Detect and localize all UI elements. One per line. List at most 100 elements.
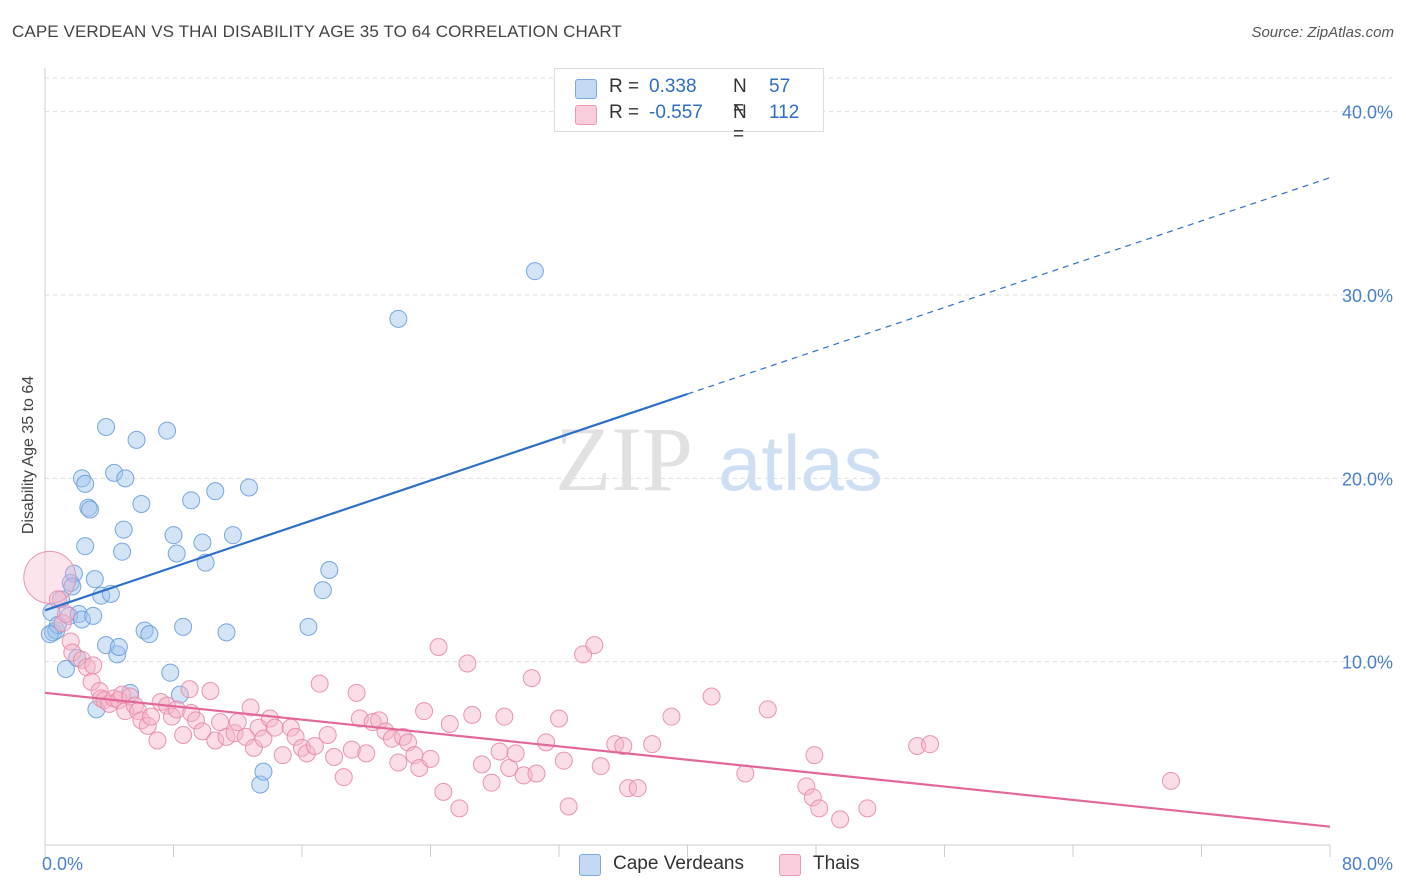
data-point (797, 777, 816, 796)
data-point (63, 577, 82, 596)
data-point (182, 491, 201, 510)
data-point (244, 738, 263, 757)
data-point (72, 610, 91, 629)
data-point (394, 727, 413, 746)
data-point (858, 799, 877, 818)
data-point (63, 643, 82, 662)
data-point (273, 746, 292, 765)
data-point (170, 685, 189, 704)
data-point (72, 469, 91, 488)
trend-line-1 (44, 691, 1331, 828)
data-point (135, 621, 154, 640)
y-tick-label: 20.0% (1342, 469, 1393, 489)
data-point (472, 755, 491, 774)
data-point (265, 718, 284, 737)
data-point (347, 683, 366, 702)
data-point (76, 474, 95, 493)
data-point (193, 722, 212, 741)
data-point (127, 430, 146, 449)
data-point (193, 533, 212, 552)
data-point (643, 735, 662, 754)
legend: R = 0.338 N = 57 R = -0.557 N = 112 (554, 68, 824, 145)
legend-swatch-thais (575, 105, 597, 125)
trend-line-0 (44, 392, 688, 612)
data-point (223, 526, 242, 545)
data-point (161, 663, 180, 682)
data-point (132, 495, 151, 513)
data-point (108, 645, 127, 664)
legend-r-value: 0.338 (649, 76, 697, 97)
bottom-legend-swatch-cape-verdeans (579, 854, 601, 876)
data-point (662, 707, 681, 726)
data-point (389, 753, 408, 772)
data-point (525, 262, 544, 281)
data-point (921, 735, 940, 754)
data-point (495, 707, 514, 726)
x-tick-label: 0.0% (42, 854, 83, 874)
data-point (84, 656, 103, 675)
tick-labels: 10.0% 20.0% 30.0% 40.0% 0.0% 80.0% (42, 103, 1393, 874)
legend-n-value: 112 (769, 102, 800, 123)
data-point (334, 768, 353, 787)
data-point (702, 687, 721, 706)
data-point (116, 469, 135, 488)
data-point (415, 702, 434, 721)
data-point (56, 605, 75, 623)
data-point (180, 680, 199, 699)
axes (44, 68, 1331, 857)
data-point (506, 744, 525, 763)
data-point (490, 742, 509, 761)
gridlines (45, 77, 1392, 663)
data-point (325, 748, 344, 766)
data-point (320, 561, 339, 579)
trend-lines (44, 177, 1331, 828)
data-point (260, 709, 279, 728)
y-axis-label: Disability Age 35 to 64 (20, 376, 37, 534)
data-point (554, 751, 573, 770)
data-point (550, 709, 568, 728)
data-point (805, 746, 824, 765)
data-point (239, 478, 258, 497)
legend-n-label: N = (733, 76, 747, 119)
data-point (522, 669, 541, 688)
data-point (434, 782, 453, 801)
data-point (619, 779, 638, 798)
data-point (40, 625, 59, 644)
data-point (85, 570, 104, 589)
series-1 (23, 550, 1180, 829)
legend-r-label: R = (609, 76, 640, 97)
data-point (69, 605, 88, 623)
chart-title: CAPE VERDEAN VS THAI DISABILITY AGE 35 T… (12, 22, 622, 41)
bottom-legend-label-thais: Thais (813, 853, 860, 874)
data-point (114, 520, 133, 539)
legend-r-value: -0.557 (649, 102, 703, 123)
data-point (158, 421, 177, 440)
data-point (318, 726, 337, 744)
watermark: ZIP atlas (555, 408, 883, 510)
data-point (113, 542, 132, 561)
data-point (736, 764, 755, 783)
data-point (440, 715, 459, 733)
bottom-legend-label-cape-verdeans: Cape Verdeans (613, 853, 744, 874)
data-point (254, 729, 273, 748)
data-point (116, 702, 135, 721)
series-0 (40, 262, 544, 794)
legend-swatch-cape-verdeans (575, 79, 597, 99)
data-point (559, 797, 578, 816)
x-tick-label: 80.0% (1342, 854, 1393, 874)
data-point (80, 500, 99, 519)
data-point (458, 654, 477, 673)
data-point (84, 606, 103, 625)
data-point (1161, 771, 1180, 790)
data-point (56, 660, 75, 678)
data-points (23, 262, 1180, 829)
data-point (831, 810, 850, 829)
data-point (225, 724, 244, 743)
data-point (206, 731, 225, 750)
chart-source: Source: ZipAtlas.com (1251, 24, 1394, 41)
data-point (140, 625, 159, 644)
data-point (174, 617, 193, 636)
data-point (370, 711, 389, 730)
data-point (299, 617, 318, 636)
data-point (76, 537, 95, 556)
